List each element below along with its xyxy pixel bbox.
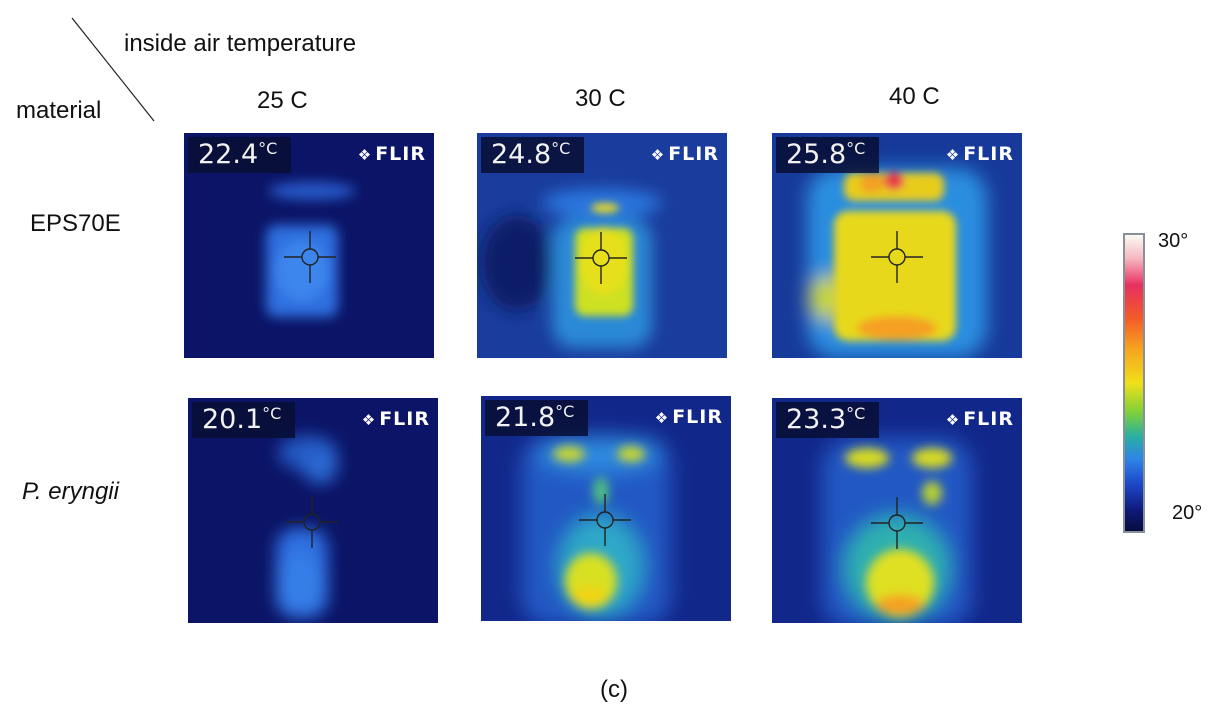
column-header-30: 30 C bbox=[575, 85, 626, 112]
thermal-image-eps70e-30c: 24.8°C ❖ FLIR bbox=[477, 133, 727, 358]
row-axis-title: material bbox=[16, 97, 102, 124]
crosshair-icon bbox=[871, 231, 923, 283]
thermal-scene bbox=[188, 398, 438, 623]
thermal-scene bbox=[481, 396, 731, 621]
crosshair-icon bbox=[579, 494, 631, 546]
row-label-eps70e: EPS70E bbox=[30, 210, 121, 237]
crosshair-icon bbox=[575, 232, 627, 284]
thermal-image-p-eryngii-30c: 21.8°C ❖ FLIR bbox=[481, 396, 731, 621]
flir-logo: ❖ FLIR bbox=[654, 406, 723, 428]
temperature-reading: 23.3°C bbox=[776, 402, 880, 438]
color-scale-min-label: 20° bbox=[1172, 502, 1203, 524]
figure-caption: (c) bbox=[600, 676, 628, 703]
column-header-25: 25 C bbox=[257, 87, 308, 114]
temperature-reading: 22.4°C bbox=[188, 137, 292, 173]
flir-logo: ❖ FLIR bbox=[361, 408, 430, 430]
column-header-40: 40 C bbox=[889, 83, 940, 110]
color-scale-max-label: 30° bbox=[1158, 230, 1189, 252]
temperature-reading: 20.1°C bbox=[192, 402, 296, 438]
flir-logo: ❖ FLIR bbox=[357, 143, 426, 165]
row-label-p-eryngii: P. eryngii bbox=[22, 478, 119, 505]
crosshair-icon bbox=[284, 231, 336, 283]
temperature-reading: 21.8°C bbox=[485, 400, 589, 436]
flir-logo: ❖ FLIR bbox=[945, 408, 1014, 430]
thermal-image-p-eryngii-25c: 20.1°C ❖ FLIR bbox=[188, 398, 438, 623]
color-scale-bar bbox=[1123, 233, 1145, 533]
thermal-image-eps70e-40c: 25.8°C ❖ FLIR bbox=[772, 133, 1022, 358]
temperature-reading: 25.8°C bbox=[776, 137, 880, 173]
corner-divider-line bbox=[71, 17, 155, 122]
flir-logo: ❖ FLIR bbox=[945, 143, 1014, 165]
column-axis-title: inside air temperature bbox=[124, 30, 357, 57]
thermal-image-eps70e-25c: 22.4°C ❖ FLIR bbox=[184, 133, 434, 358]
temperature-reading: 24.8°C bbox=[481, 137, 585, 173]
crosshair-icon bbox=[871, 497, 923, 549]
crosshair-icon bbox=[286, 496, 338, 548]
thermal-image-p-eryngii-40c: 23.3°C ❖ FLIR bbox=[772, 398, 1022, 623]
flir-logo: ❖ FLIR bbox=[650, 143, 719, 165]
